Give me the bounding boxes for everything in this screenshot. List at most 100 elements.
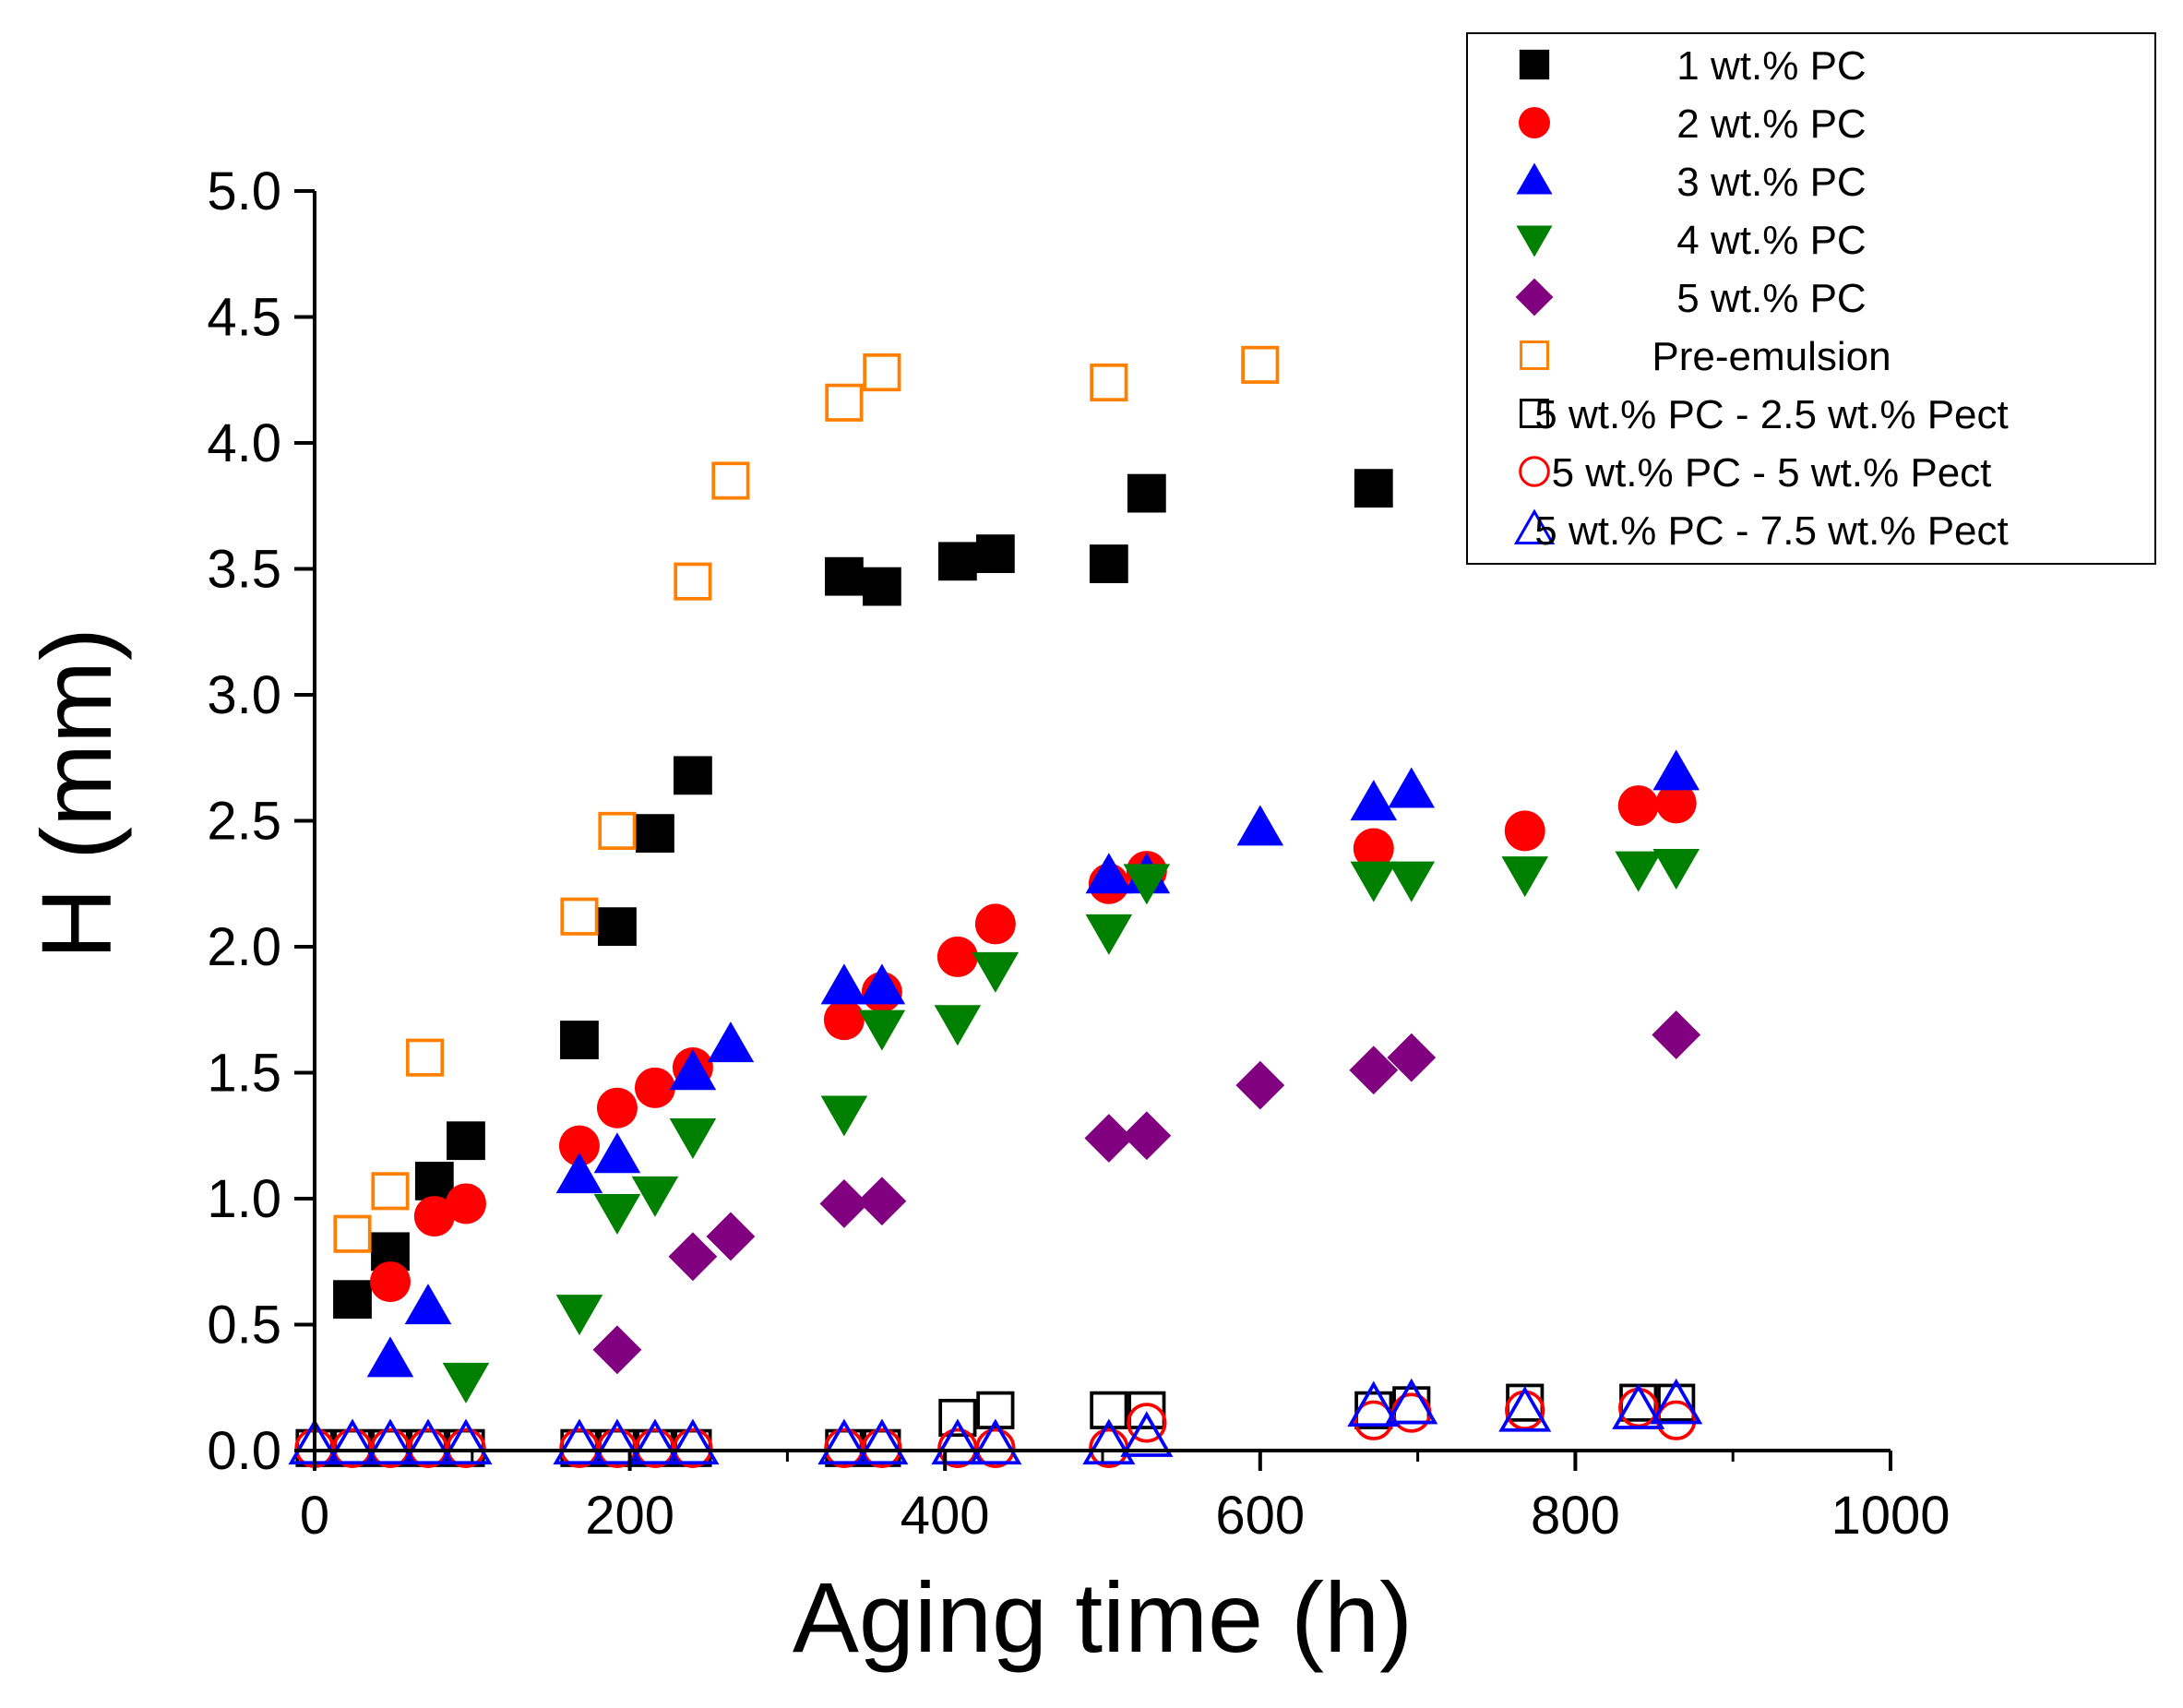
y-tick-label: 3.0: [207, 665, 281, 725]
y-tick-label: 5.0: [207, 161, 281, 221]
data-point: [555, 1295, 603, 1336]
data-point: [857, 1176, 907, 1226]
legend-marker: [1519, 456, 1550, 487]
data-point: [969, 1418, 1022, 1465]
plot-markers: [288, 345, 1703, 1468]
data-point: [1652, 1010, 1701, 1059]
data-point: [628, 1418, 682, 1465]
data-point: [593, 1193, 641, 1235]
y-tick-label: 3.5: [207, 540, 281, 600]
y-ticks: 0.0 0.5 1.0 1.5 2.0 2.5 3.0 3.5 4.0 4.5 5.0: [207, 161, 315, 1481]
data-point: [413, 1196, 455, 1237]
x-tick-label: 1000: [1831, 1486, 1950, 1546]
data-point: [972, 951, 1020, 993]
y-axis-title: H (mm): [20, 627, 132, 960]
legend: 1 wt.% PC 2 wt.% PC 3 wt.% PC 4 wt.% PC 5 wt…: [1466, 32, 2156, 565]
data-point: [1353, 828, 1394, 869]
legend-marker: [1516, 225, 1553, 257]
data-point: [1235, 1060, 1285, 1110]
data-point: [447, 1121, 485, 1161]
data-point: [934, 1005, 982, 1046]
data-point: [405, 1038, 445, 1077]
x-tick-label: 600: [1215, 1486, 1305, 1546]
x-tick-label: 800: [1531, 1486, 1620, 1546]
data-point: [598, 811, 637, 850]
data-point: [404, 1284, 452, 1325]
data-point: [1123, 864, 1171, 905]
data-point: [1354, 469, 1393, 508]
x-tick-label: 200: [585, 1486, 674, 1546]
data-point: [555, 1153, 603, 1194]
data-point: [817, 1418, 871, 1465]
data-point: [931, 1418, 984, 1465]
data-point: [1612, 1383, 1665, 1429]
data-point: [446, 1427, 486, 1468]
data-point: [1089, 1427, 1129, 1468]
data-point: [1650, 1378, 1703, 1425]
data-point: [1082, 1418, 1136, 1465]
legend-label: 2 wt.% PC: [1676, 102, 1866, 147]
data-point: [364, 1418, 417, 1465]
data-point: [590, 1418, 644, 1465]
data-point: [823, 999, 865, 1041]
data-point: [1122, 1111, 1172, 1161]
legend-marker: [1516, 162, 1553, 195]
legend-marker: [1520, 399, 1549, 428]
data-point: [669, 1049, 717, 1091]
data-point: [862, 567, 901, 606]
data-point: [553, 1418, 606, 1465]
data-point: [1127, 1403, 1167, 1443]
data-point: [1501, 856, 1549, 898]
data-point: [858, 963, 906, 1005]
data-point: [408, 1427, 448, 1468]
series-4: [592, 1010, 1701, 1375]
data-point: [975, 534, 1015, 574]
data-point: [1388, 861, 1436, 902]
data-point: [824, 556, 864, 596]
data-point: [631, 1176, 679, 1217]
data-point: [1089, 544, 1128, 583]
data-point: [366, 1336, 414, 1378]
data-point: [666, 1418, 720, 1465]
data-point: [1655, 782, 1697, 824]
data-point: [560, 897, 599, 936]
x-tick-label: 0: [300, 1486, 329, 1546]
y-tick-label: 0.5: [207, 1296, 281, 1356]
data-point: [1617, 785, 1659, 827]
data-point: [1090, 363, 1128, 402]
data-point: [1350, 861, 1398, 902]
series-3: [442, 848, 1700, 1403]
x-axis-title: Aging time (h): [793, 1561, 1413, 1673]
data-point: [1652, 749, 1700, 791]
data-point: [1127, 473, 1166, 513]
data-point: [1347, 1380, 1401, 1427]
data-point: [1354, 1391, 1393, 1429]
data-point: [558, 1125, 600, 1166]
data-point: [1498, 1385, 1552, 1432]
legend-label: 1 wt.% PC: [1676, 43, 1866, 89]
data-point: [863, 352, 901, 392]
data-point: [1241, 345, 1280, 384]
data-point: [674, 756, 712, 795]
y-tick-label: 2.5: [207, 792, 281, 852]
data-point: [976, 1391, 1015, 1429]
data-point: [593, 1132, 641, 1174]
series-0: [333, 469, 1393, 1320]
y-tick-label: 2.0: [207, 917, 281, 977]
data-point: [1084, 1114, 1134, 1163]
legend-label: 3 wt.% PC: [1676, 160, 1866, 205]
data-point: [1504, 810, 1545, 852]
data-point: [442, 1362, 490, 1403]
data-point: [1349, 1045, 1399, 1095]
legend-marker: [1519, 49, 1550, 80]
data-point: [937, 542, 977, 581]
data-point: [592, 1325, 642, 1375]
y-tick-label: 1.5: [207, 1044, 281, 1104]
data-point: [414, 1161, 454, 1200]
legend-marker: [1519, 107, 1550, 138]
data-point: [1127, 1391, 1166, 1429]
data-point: [858, 1009, 906, 1051]
data-point: [862, 1427, 902, 1468]
data-point: [635, 1427, 675, 1468]
